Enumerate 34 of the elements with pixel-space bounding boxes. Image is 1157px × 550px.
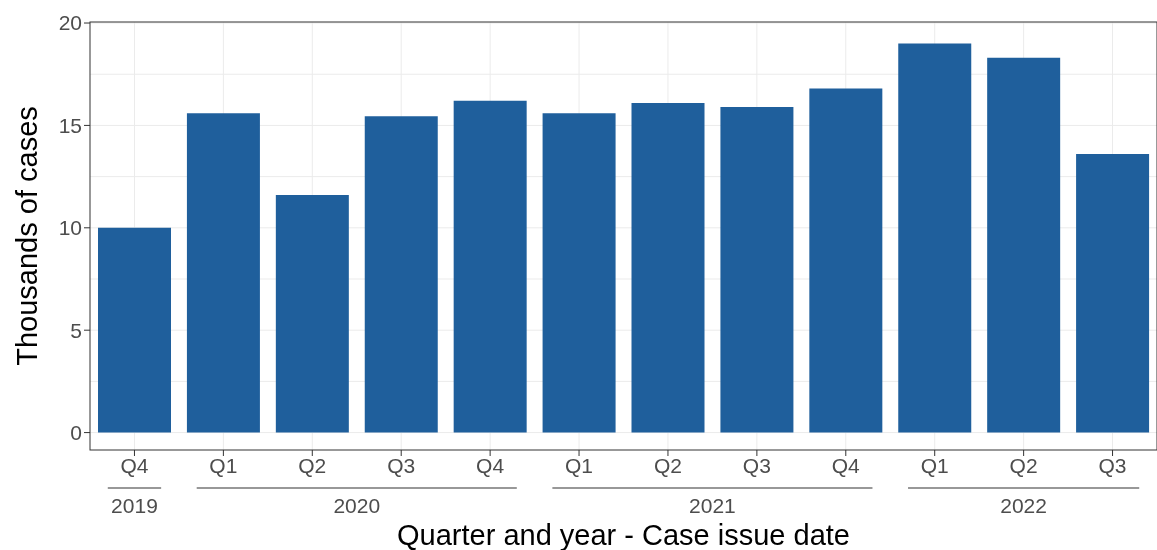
text: 2022: [1000, 494, 1047, 517]
y-tick-label: 15: [58, 113, 82, 137]
bar: [542, 113, 616, 433]
x-tick-label: Q1: [565, 453, 594, 477]
text: 2019: [111, 494, 158, 517]
x-tick-label: Q1: [920, 453, 949, 477]
y-tick-label: 10: [58, 216, 82, 240]
x-tick-label: Q2: [298, 453, 327, 477]
bar: [186, 113, 260, 433]
x-tick-label: Q3: [1098, 453, 1127, 477]
x-tick-label: Q3: [387, 453, 416, 477]
bar: [898, 43, 972, 433]
x-tick-label: Q4: [831, 453, 861, 477]
bar: [364, 116, 438, 433]
x-tick-label: Q1: [209, 453, 238, 477]
y-tick-label: 20: [58, 11, 82, 35]
text: 2021: [689, 494, 736, 517]
bar: [453, 100, 527, 433]
y-axis-title: Thousands of cases: [11, 106, 44, 366]
bar: [98, 227, 171, 433]
text: 2020: [333, 494, 381, 517]
x-tick-label: Q2: [653, 453, 682, 477]
x-tick-label: Q2: [1009, 453, 1038, 477]
x-tick-label: Q4: [476, 453, 505, 477]
y-tick-label: 5: [70, 318, 82, 342]
x-tick-label: Q4: [120, 453, 149, 477]
bar: [720, 106, 794, 433]
y-tick-label: 0: [70, 421, 82, 445]
x-tick-label: Q3: [742, 453, 771, 477]
bar: [809, 88, 883, 433]
bar: [987, 57, 1061, 433]
bar: [275, 195, 349, 433]
bar: [631, 102, 705, 433]
bar: [1076, 154, 1150, 433]
